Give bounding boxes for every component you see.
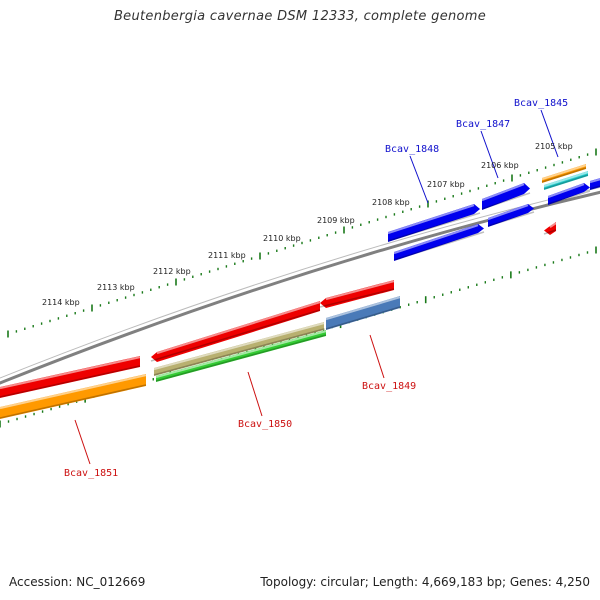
- gene-bcav-1849-red-highlight: [325, 280, 395, 301]
- gene-label-forward[interactable]: Bcav_1847: [456, 119, 510, 130]
- gene-bcav-1848-blue-body: [388, 204, 480, 242]
- gene-bcav-1850-red-shadow: [150, 309, 321, 362]
- gene-bcav-1847-blue-lower-highlight: [487, 204, 529, 221]
- gene-label-reverse[interactable]: Bcav_1851: [64, 468, 118, 479]
- gene-label-forward[interactable]: Bcav_1848: [385, 144, 439, 155]
- gene-offscreen-blue-shadow: [589, 185, 600, 190]
- gene-features: [0, 164, 600, 419]
- gene-bcav-1847-blue-lower: [487, 204, 535, 227]
- ruler-label: 2113 kbp: [97, 283, 135, 292]
- ruler-label: 2108 kbp: [372, 198, 410, 207]
- gene-bcav-1850-olive-highlight: [153, 322, 325, 371]
- gene-small-red-shadow: [543, 229, 557, 235]
- leader-line: [369, 334, 385, 379]
- gene-bcav-1849-steel: [325, 296, 401, 330]
- gene-bcav-1845-orange-highlight: [541, 164, 587, 181]
- gene-bcav-1851-red-shadow: [0, 365, 141, 398]
- ruler-label: 2110 kbp: [263, 234, 301, 243]
- gene-bcav-1848-blue-highlight: [387, 204, 475, 235]
- gene-bcav-1845-cyan: [543, 171, 589, 190]
- genome-summary-text: Topology: circular; Length: 4,669,183 bp…: [260, 575, 590, 589]
- gene-offscreen-blue: [589, 178, 600, 190]
- gene-bcav-1851-orange-highlight: [0, 374, 147, 410]
- gene-bcav-1845-orange-shadow: [541, 167, 587, 183]
- gene-bcav-1850-red-highlight: [156, 301, 321, 355]
- gene-bcav-1848-blue-lower-shadow: [393, 231, 485, 261]
- gene-bcav-1848-blue-shadow: [387, 212, 481, 242]
- gene-bcav-1850-green-highlight: [155, 330, 327, 379]
- gene-bcav-1851-orange-shadow: [0, 384, 147, 419]
- gene-small-red-highlight: [549, 222, 557, 229]
- gene-bcav-1851-red-highlight: [0, 356, 141, 390]
- gene-bcav-1847-blue-lower-shadow: [487, 211, 535, 227]
- gene-label-reverse[interactable]: Bcav_1849: [362, 381, 416, 392]
- gene-labels: Bcav_1848 Bcav_1847 Bcav_1845 Bcav_1851 …: [64, 98, 568, 479]
- gene-bcav-1848-blue: [387, 204, 481, 242]
- gene-label-forward[interactable]: Bcav_1845: [514, 98, 568, 109]
- gene-bcav-1850-olive: [153, 322, 325, 376]
- leader-line: [480, 130, 499, 179]
- gene-bcav-1847-blue-highlight: [481, 183, 525, 202]
- accession-text: Accession: NC_012669: [9, 575, 146, 589]
- leader-line: [409, 155, 429, 204]
- gene-bcav-1851-red-body: [0, 356, 140, 398]
- gene-bcav-1850-green-shadow: [155, 334, 327, 382]
- gene-bcav-1848-blue-lower-body: [394, 224, 484, 261]
- gene-bcav-1848-blue-lower: [393, 224, 485, 261]
- gene-offscreen-blue-highlight: [589, 178, 600, 184]
- leader-line: [540, 109, 559, 158]
- gene-bcav-1849-steel-shadow: [325, 306, 401, 330]
- gene-bcav-1847-blue-lower-body: [488, 204, 534, 227]
- gene-bcav-1848-blue-lower-highlight: [393, 224, 479, 255]
- gene-bcav-1851-red: [0, 356, 141, 398]
- gene-bcav-1845-blue: [547, 183, 591, 205]
- map-title: Beutenbergia cavernae DSM 12333, complet…: [113, 9, 487, 24]
- gene-label-reverse[interactable]: Bcav_1850: [238, 419, 292, 430]
- gene-small-red: [543, 222, 557, 235]
- gene-bcav-1845-blue-shadow: [547, 190, 591, 205]
- gene-bcav-1849-steel-highlight: [325, 296, 401, 321]
- ruler-label: 2112 kbp: [153, 267, 191, 276]
- gene-bcav-1849-steel-body: [326, 296, 400, 330]
- gene-bcav-1849-red-shadow: [319, 288, 395, 308]
- gene-bcav-1845-cyan-highlight: [543, 171, 589, 188]
- outer-tick-ruler: [7, 148, 597, 338]
- gene-bcav-1851-orange-body: [0, 374, 146, 419]
- gene-bcav-1845-cyan-shadow: [543, 174, 589, 190]
- gene-bcav-1850-olive-shadow: [153, 328, 325, 376]
- label-leader-lines: [74, 109, 559, 465]
- ruler-label: 2105 kbp: [535, 142, 573, 151]
- gene-bcav-1850-green: [155, 330, 327, 382]
- gene-bcav-1845-blue-highlight: [547, 183, 585, 199]
- leader-line: [74, 419, 91, 465]
- gene-bcav-1845-blue-body: [548, 183, 590, 205]
- leader-line: [247, 371, 263, 417]
- gene-bcav-1845-orange: [541, 164, 587, 183]
- gene-bcav-1847-blue-shadow: [481, 192, 531, 210]
- ruler-label: 2114 kbp: [42, 298, 80, 307]
- gene-bcav-1851-orange: [0, 374, 147, 419]
- ruler-label: 2106 kbp: [481, 161, 519, 170]
- gene-bcav-1847-blue-body: [482, 183, 530, 210]
- gene-bcav-1850-red: [150, 301, 321, 362]
- gene-bcav-1847-blue: [481, 183, 531, 210]
- ruler-label: 2111 kbp: [208, 251, 246, 260]
- gene-bcav-1849-red: [319, 280, 395, 308]
- ruler-label: 2107 kbp: [427, 180, 465, 189]
- ruler-labels: 2114 kbp 2113 kbp 2112 kbp 2111 kbp 2110…: [42, 142, 573, 307]
- ruler-label: 2109 kbp: [317, 216, 355, 225]
